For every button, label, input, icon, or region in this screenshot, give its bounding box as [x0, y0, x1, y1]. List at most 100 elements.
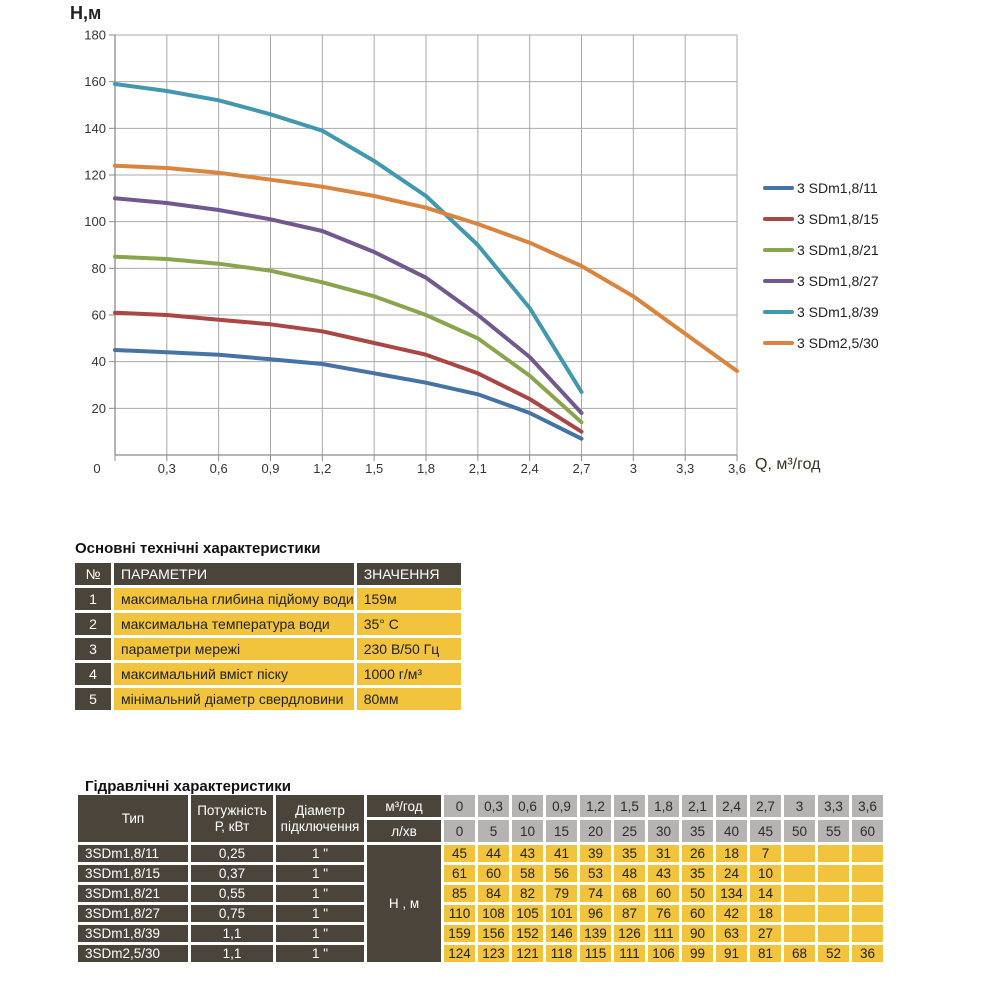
legend-item: 3 SDm1,8/39 [763, 296, 879, 327]
hydraulic-row: 3SDm1,8/21 0,55 1 " 85 84 82 79 74 68 60 50 134 14 [78, 885, 883, 902]
lmin-value-header-cell: 40 [716, 820, 747, 842]
lmin-value-header-cell: 20 [580, 820, 611, 842]
hydraulic-header-type: Тип [78, 795, 188, 842]
pump-diameter-cell: 1 " [276, 865, 364, 882]
y-tick-label: 80 [92, 261, 106, 276]
head-value-cell: 105 [512, 905, 543, 922]
hydraulic-row: 3SDm1,8/11 0,25 1 " Н , м 45 44 43 41 39 35 31 26 18… [78, 845, 883, 962]
y-tick-label: 160 [84, 74, 106, 89]
flow-value-header-cell: 2,7 [750, 795, 781, 817]
head-value-cell: 111 [614, 945, 645, 962]
head-value-cell [784, 885, 815, 902]
legend-line-swatch [763, 247, 794, 252]
tech-param-cell: максимальний вміст піску [114, 663, 354, 685]
pump-power-cell: 1,1 [191, 925, 273, 942]
head-value-cell [818, 885, 849, 902]
hydraulic-header-diameter: Діаметр підключення [276, 795, 364, 842]
tech-row: 3 параметри мережі 230 В/50 Гц [75, 638, 461, 660]
y-tick-label: 40 [92, 354, 106, 369]
legend-label: 3 SDm1,8/21 [797, 241, 879, 258]
head-value-cell: 118 [546, 945, 577, 962]
pump-type-cell: 3SDm1,8/15 [78, 865, 188, 882]
head-value-cell: 90 [682, 925, 713, 942]
pump-type-cell: 3SDm1,8/39 [78, 925, 188, 942]
head-value-cell: 68 [614, 885, 645, 902]
lmin-value-header-cell: 15 [546, 820, 577, 842]
hydraulic-header-power: Потужність Р, кВт [191, 795, 273, 842]
pump-diameter-cell: 1 " [276, 885, 364, 902]
tech-row-number: 3 [75, 638, 111, 660]
x-tick-label: 3 [630, 461, 637, 476]
head-units-cell: Н , м [367, 845, 441, 962]
x-tick-label: 1,2 [313, 461, 331, 476]
tech-header-param: ПАРАМЕТРИ [114, 563, 354, 585]
chart-canvas: 0 0,3 0,6 0,9 1,2 1,5 1,8 2,1 2,4 2,7 3 3,3 3,6 20 40 6… [84, 28, 746, 477]
head-value-cell [784, 865, 815, 882]
head-value-cell: 99 [682, 945, 713, 962]
flow-value-header-cell: 1,2 [580, 795, 611, 817]
tech-value-cell: 230 В/50 Гц [356, 638, 461, 660]
flow-value-header-cell: 3,6 [852, 795, 883, 817]
tech-row: 5 мінімальний діаметр свердловини 80мм [75, 688, 461, 710]
tech-row: 4 максимальний вміст піску 1000 г/м³ [75, 663, 461, 685]
y-axis-title: Н,м [70, 3, 102, 23]
lmin-value-header-cell: 25 [614, 820, 645, 842]
legend-label: 3 SDm1,8/11 [797, 179, 878, 196]
head-value-cell: 58 [512, 865, 543, 882]
head-value-cell: 44 [478, 845, 509, 862]
legend-label: 3 SDm2,5/30 [797, 334, 879, 351]
lmin-value-header-cell: 0 [444, 820, 475, 842]
legend-item: 3 SDm1,8/15 [763, 203, 879, 234]
x-tick-label: 3,6 [728, 461, 746, 476]
hydraulic-row: 3SDm2,5/30 1,1 1 " 124 123 121 118 115 111 106 99 9… [78, 945, 883, 962]
head-value-cell: 60 [648, 885, 679, 902]
legend-label: 3 SDm1,8/27 [797, 272, 879, 289]
head-value-cell: 126 [614, 925, 645, 942]
head-value-cell: 74 [580, 885, 611, 902]
head-value-cell: 139 [580, 925, 611, 942]
head-value-cell [852, 905, 883, 922]
tech-param-cell: максимальна температура води [114, 613, 354, 635]
head-value-cell: 43 [648, 865, 679, 882]
legend-label: 3 SDm1,8/39 [797, 303, 879, 320]
legend-item: 3 SDm1,8/27 [763, 265, 879, 296]
head-value-cell: 121 [512, 945, 543, 962]
x-tick-label: 0 [93, 461, 100, 476]
curve-3-SDm1,8-11 [113, 348, 584, 441]
x-axis-title: Q, м³/год [755, 456, 821, 473]
tech-specs-title: Основні технічні характеристики [75, 540, 321, 557]
head-value-cell: 56 [546, 865, 577, 882]
flow-value-header-cell: 0,6 [512, 795, 543, 817]
head-value-cell: 52 [818, 945, 849, 962]
head-value-cell: 111 [648, 925, 679, 942]
tech-value-cell: 1000 г/м³ [356, 663, 461, 685]
x-tick-label: 3,3 [676, 461, 694, 476]
head-value-cell: 60 [478, 865, 509, 882]
tech-row: 2 максимальна температура води 35° С [75, 613, 461, 635]
head-value-cell: 110 [444, 905, 475, 922]
lmin-value-header-cell: 35 [682, 820, 713, 842]
y-tick-label: 180 [84, 28, 106, 43]
lmin-value-header-cell: 50 [784, 820, 815, 842]
head-value-cell: 18 [750, 905, 781, 922]
tech-row: 1 максимальна глибина підйому води 159м [75, 588, 461, 610]
pump-power-cell: 0,55 [191, 885, 273, 902]
tech-value-cell: 80мм [356, 688, 461, 710]
x-tick-label: 2,4 [521, 461, 539, 476]
head-value-cell [784, 905, 815, 922]
head-value-cell [784, 925, 815, 942]
legend-line-swatch [763, 216, 794, 221]
head-value-cell: 10 [750, 865, 781, 882]
head-value-cell: 61 [444, 865, 475, 882]
head-value-cell: 45 [444, 845, 475, 862]
curve-3-SDm1,8-39 [113, 82, 584, 394]
lmin-value-header-cell: 60 [852, 820, 883, 842]
flow-value-header-cell: 0 [444, 795, 475, 817]
chart-legend: 3 SDm1,8/11 3 SDm1,8/15 3 SDm1,8/21 3 SDm1,… [763, 172, 879, 358]
hydraulic-characteristics-table: Тип Потужність Р, кВт Діаметр підключення м… [75, 792, 886, 965]
pump-diameter-cell: 1 " [276, 905, 364, 922]
head-value-cell: 134 [716, 885, 747, 902]
head-value-cell [852, 885, 883, 902]
head-value-cell: 124 [444, 945, 475, 962]
tech-row-number: 5 [75, 688, 111, 710]
